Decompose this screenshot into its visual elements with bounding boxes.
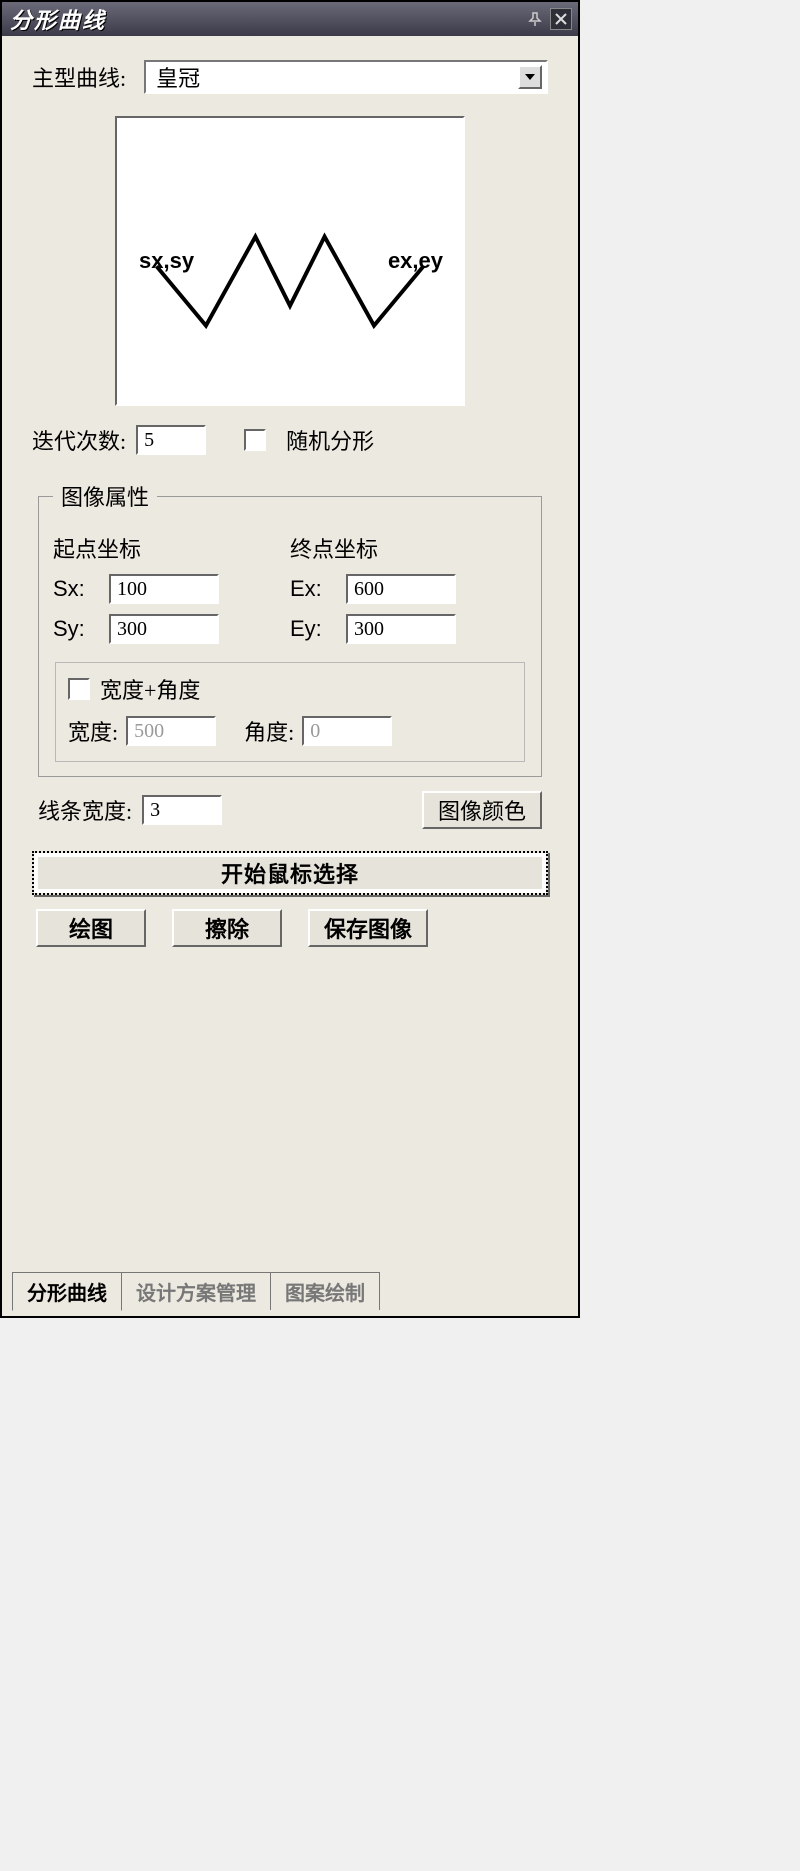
- random-fractal-checkbox[interactable]: [244, 429, 266, 451]
- start-coord-label: 起点坐标: [53, 532, 290, 564]
- erase-button[interactable]: 擦除: [172, 909, 282, 947]
- main-curve-row: 主型曲线: 皇冠: [32, 60, 548, 94]
- iteration-label: 迭代次数:: [32, 424, 126, 456]
- action-button-row: 绘图 擦除 保存图像: [32, 909, 548, 947]
- start-mouse-select-button[interactable]: 开始鼠标选择: [32, 851, 548, 895]
- angle-input: [302, 716, 392, 746]
- width-angle-group: 宽度+角度 宽度: 角度:: [55, 662, 525, 762]
- sy-label: Sy:: [53, 616, 109, 642]
- save-image-button[interactable]: 保存图像: [308, 909, 428, 947]
- line-width-label: 线条宽度:: [38, 794, 132, 826]
- ex-label: Ex:: [290, 576, 346, 602]
- fractal-curve-panel: 分形曲线 主型曲线: 皇冠 sx,sy ex,ey: [0, 0, 580, 1318]
- random-fractal-label: 随机分形: [286, 424, 374, 456]
- image-color-button[interactable]: 图像颜色: [422, 791, 542, 829]
- ex-input[interactable]: [346, 574, 456, 604]
- width-angle-checkbox[interactable]: [68, 678, 90, 700]
- preview-start-tag: sx,sy: [139, 248, 194, 274]
- panel-body: 主型曲线: 皇冠 sx,sy ex,ey 迭代次数: 随机分形: [2, 36, 578, 1316]
- pin-icon[interactable]: [524, 8, 546, 30]
- draw-button[interactable]: 绘图: [36, 909, 146, 947]
- sx-input[interactable]: [109, 574, 219, 604]
- close-button[interactable]: [550, 8, 572, 30]
- ey-label: Ey:: [290, 616, 346, 642]
- window-title: 分形曲线: [10, 3, 106, 35]
- end-coord-label: 终点坐标: [290, 532, 527, 564]
- preview-polyline: [157, 237, 424, 326]
- main-curve-selected: 皇冠: [156, 61, 200, 93]
- sx-label: Sx:: [53, 576, 109, 602]
- main-curve-label: 主型曲线:: [32, 61, 126, 93]
- line-width-row: 线条宽度: 图像颜色: [38, 791, 542, 829]
- width-label: 宽度:: [68, 715, 118, 747]
- titlebar[interactable]: 分形曲线: [2, 2, 578, 36]
- sy-input[interactable]: [109, 614, 219, 644]
- image-properties-group: 图像属性 起点坐标 终点坐标 Sx: Sy:: [38, 480, 542, 777]
- tab-design-plan[interactable]: 设计方案管理: [121, 1272, 271, 1310]
- curve-preview: sx,sy ex,ey: [115, 116, 465, 406]
- main-curve-combo[interactable]: 皇冠: [144, 60, 548, 94]
- ey-input[interactable]: [346, 614, 456, 644]
- line-width-input[interactable]: [142, 795, 222, 825]
- iteration-input[interactable]: [136, 425, 206, 455]
- angle-label: 角度:: [244, 715, 294, 747]
- iteration-row: 迭代次数: 随机分形: [32, 424, 548, 456]
- preview-end-tag: ex,ey: [388, 248, 443, 274]
- width-angle-label: 宽度+角度: [100, 673, 200, 705]
- dropdown-arrow-icon[interactable]: [518, 65, 542, 89]
- tab-fractal-curve[interactable]: 分形曲线: [12, 1272, 122, 1311]
- width-input: [126, 716, 216, 746]
- bottom-tabs: 分形曲线 设计方案管理 图案绘制: [12, 1274, 568, 1310]
- tab-pattern-draw[interactable]: 图案绘制: [270, 1272, 380, 1310]
- image-properties-legend: 图像属性: [53, 480, 157, 512]
